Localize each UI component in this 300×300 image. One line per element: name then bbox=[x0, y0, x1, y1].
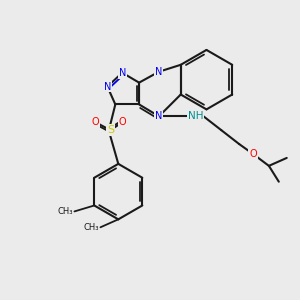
Text: O: O bbox=[118, 117, 126, 127]
Text: NH: NH bbox=[188, 111, 203, 121]
Text: CH₃: CH₃ bbox=[84, 223, 100, 232]
Text: N: N bbox=[155, 67, 163, 77]
Text: CH₃: CH₃ bbox=[58, 207, 74, 216]
Text: S: S bbox=[107, 125, 114, 135]
Text: N: N bbox=[118, 68, 126, 78]
Text: O: O bbox=[249, 149, 257, 159]
Text: N: N bbox=[104, 82, 111, 92]
Text: O: O bbox=[92, 117, 99, 127]
Text: N: N bbox=[155, 111, 163, 121]
